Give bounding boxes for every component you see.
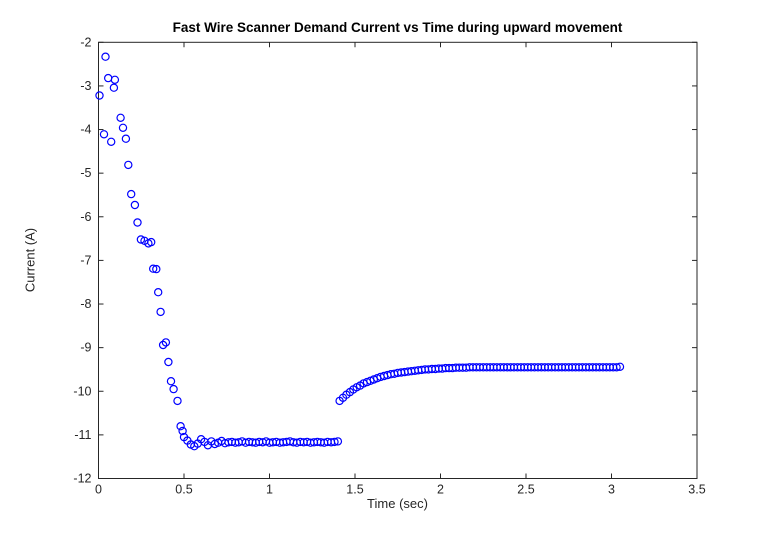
data-point (136, 235, 146, 244)
data-point (161, 338, 171, 347)
data-point (130, 200, 140, 210)
data-point (173, 396, 182, 406)
y-tick-label: -9 (80, 341, 91, 355)
data-point (166, 377, 176, 386)
data-point (615, 362, 625, 371)
x-axis-label: Time (sec) (367, 496, 428, 511)
x-tick-label: 1.5 (346, 483, 363, 497)
data-point (121, 134, 131, 143)
data-point (164, 357, 173, 367)
x-tick-label: 3 (608, 483, 615, 497)
data-point (106, 137, 116, 146)
y-tick-label: -4 (80, 123, 91, 137)
y-axis-label: Current (A) (22, 227, 38, 293)
scatter-points (95, 52, 625, 451)
data-point (333, 437, 343, 446)
y-tick-label: -10 (73, 384, 91, 398)
x-tick-label: 0.5 (175, 483, 192, 497)
data-point (101, 52, 110, 61)
y-tick-label: -6 (80, 210, 91, 224)
data-point (118, 123, 128, 133)
x-tick-label: 3.5 (688, 483, 705, 497)
y-tick-label: -2 (80, 35, 91, 49)
data-point (124, 160, 133, 170)
data-point (612, 363, 621, 372)
x-tick-label: 2 (437, 483, 444, 497)
data-point (153, 288, 163, 297)
axis-tick-labels: 0 0.5 1 1.5 2 2.5 3 3.5 -12 -11 -10 -9 -8 -7 -6 -5 -4 -3 -… (73, 35, 705, 496)
x-tick-label: 2.5 (517, 483, 534, 497)
data-point (103, 73, 113, 83)
data-point (148, 264, 158, 273)
data-point (158, 340, 168, 350)
plot-frame (98, 41, 698, 480)
y-tick-label: -12 (73, 472, 91, 486)
data-point (152, 264, 161, 274)
y-tick-label: -3 (80, 79, 91, 93)
x-tick-label: 1 (266, 483, 273, 497)
y-tick-label: -11 (74, 428, 91, 442)
data-point (99, 130, 109, 139)
data-point (178, 426, 187, 436)
data-point (109, 83, 119, 92)
data-point (126, 189, 136, 199)
chart-title: Fast Wire Scanner Demand Current vs Time… (172, 20, 623, 35)
x-tick-label: 0 (95, 483, 102, 497)
axis-ticks (98, 41, 698, 479)
data-point (116, 113, 125, 123)
data-point (110, 75, 120, 85)
data-point (95, 91, 104, 100)
y-tick-label: -8 (80, 297, 91, 311)
data-point (330, 437, 339, 447)
y-tick-label: -7 (80, 253, 91, 267)
data-point (133, 218, 142, 227)
data-point (169, 384, 178, 394)
data-point (176, 422, 185, 431)
y-tick-label: -5 (80, 166, 91, 180)
data-point (146, 237, 156, 247)
data-point (156, 307, 165, 317)
